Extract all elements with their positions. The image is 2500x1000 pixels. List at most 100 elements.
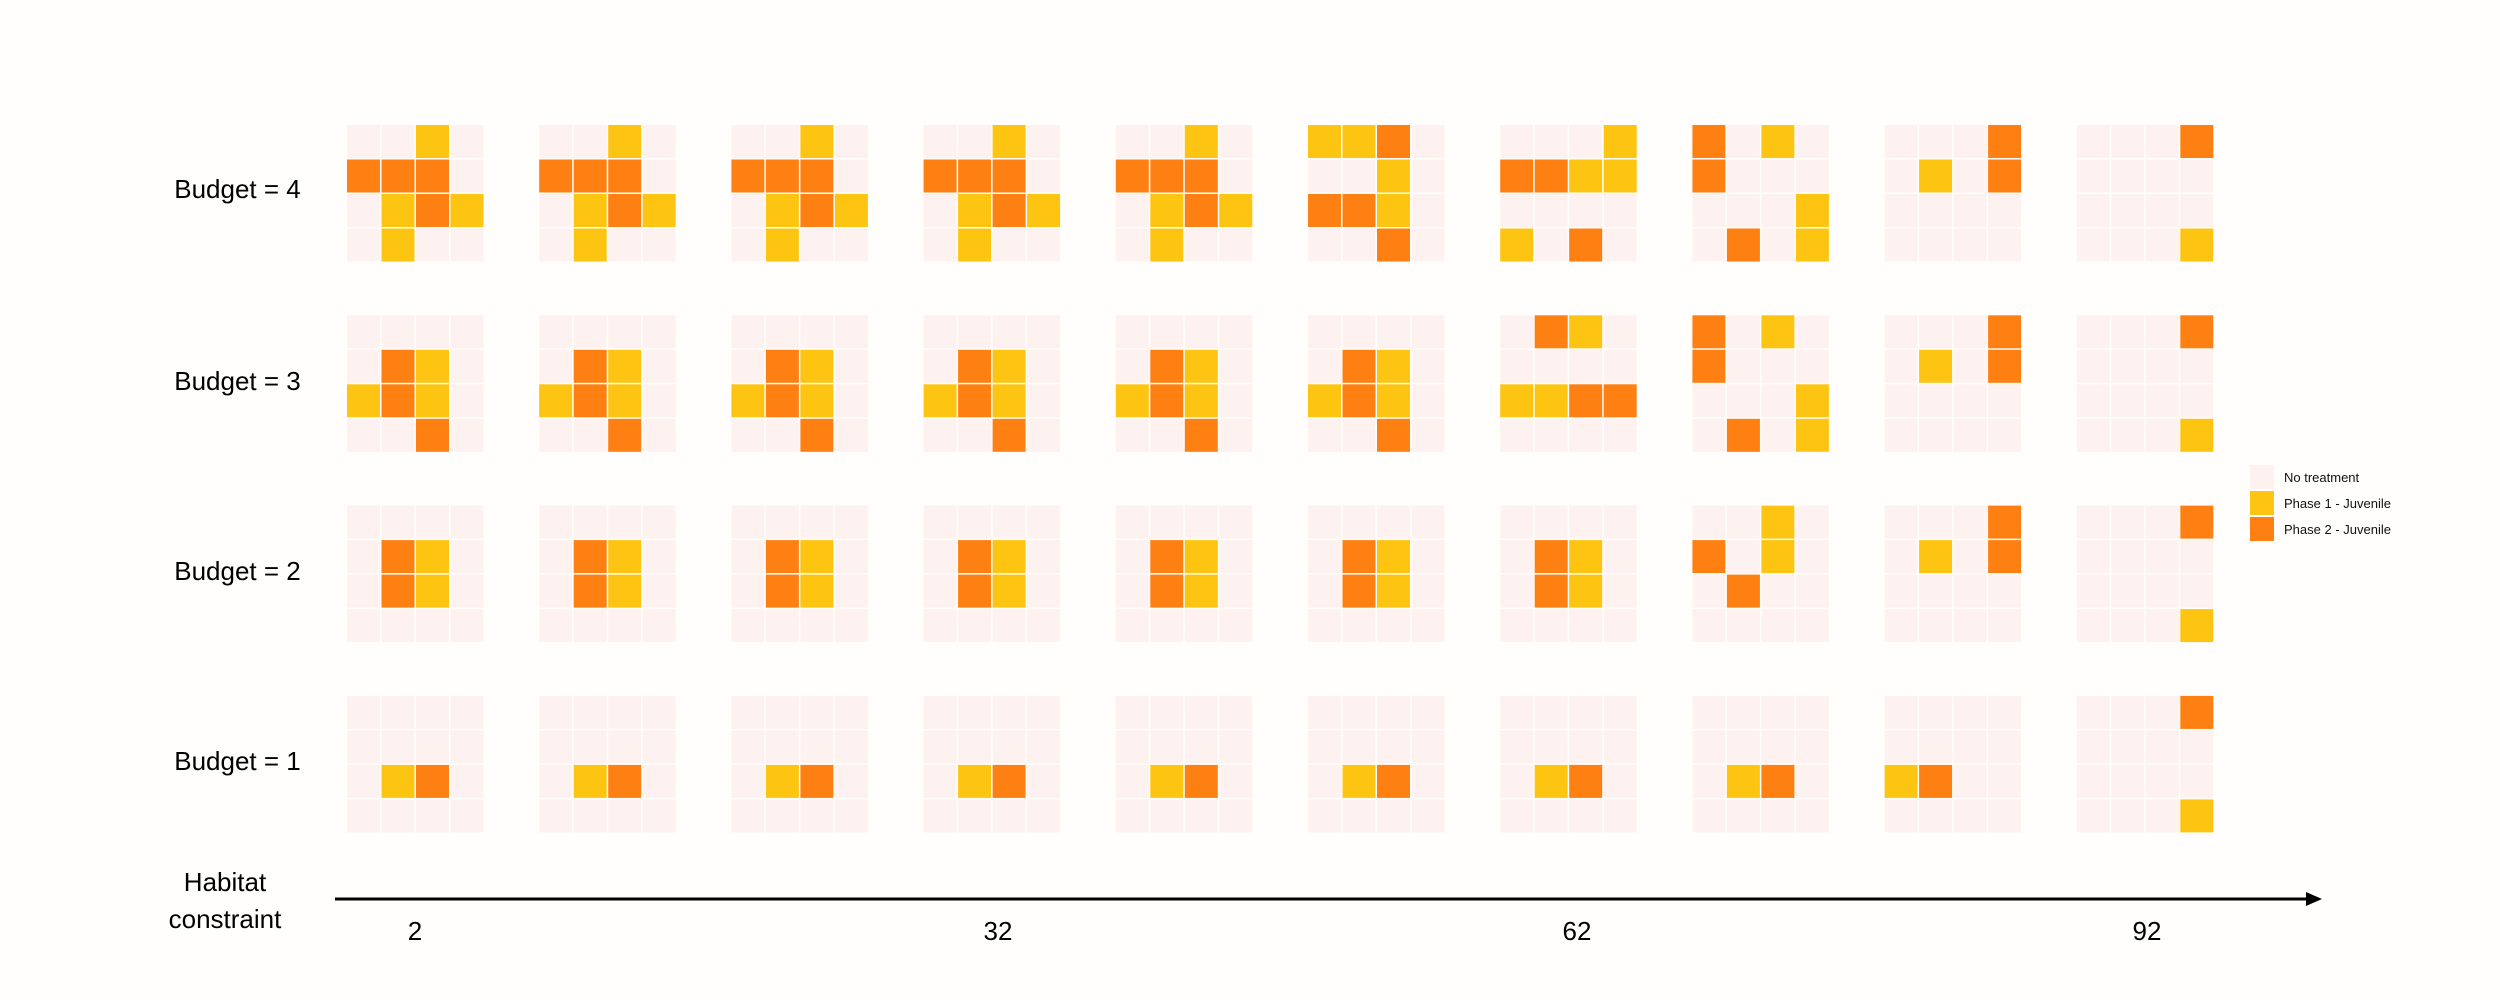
axis-tick-label: 92 [2132,916,2162,946]
grid-cell [1411,384,1445,418]
grid-cell [2111,228,2145,262]
grid-cell [1988,695,2022,729]
grid-cell [608,574,642,608]
grid-cell [573,228,607,262]
grid-cell [1500,315,1534,349]
grid-cell [2076,349,2110,383]
grid-cell [642,418,676,452]
grid-cell [1795,695,1829,729]
grid-cell [1919,418,1953,452]
treatment-grid [731,505,868,643]
grid-cell [765,125,799,158]
grid-cell [800,125,834,158]
grid-cell [1377,574,1410,608]
grid-cell [800,609,834,643]
grid-cell [347,418,380,452]
grid-cell [1308,730,1341,764]
grid-cell [923,695,957,729]
grid-cell [642,764,676,798]
treatment-grid [539,695,676,833]
grid-cell [1219,315,1253,349]
grid-cell [1726,349,1760,383]
grid-cell [1150,799,1184,833]
grid-cell [450,384,484,418]
grid-cell [573,695,607,729]
treatment-grid [347,695,484,833]
grid-cell [958,799,992,833]
grid-cell [1150,540,1184,574]
grid-cell [2180,125,2214,158]
grid-cell [1603,730,1637,764]
grid-cell [1219,695,1253,729]
grid-cell [1534,730,1568,764]
grid-cell [1761,505,1795,539]
grid-cell [608,418,642,452]
grid-cell [992,384,1026,418]
grid-cell [642,194,676,227]
grid-cell [1569,730,1603,764]
grid-cell [1919,159,1953,193]
grid-cell [834,418,868,452]
grid-cell [1569,194,1603,227]
grid-cell [1115,764,1149,798]
grid-cell [1500,799,1534,833]
legend-item-phase-1: Phase 1 - Juvenile [2250,490,2391,516]
grid-cell [923,315,957,349]
grid-cell [992,315,1026,349]
grid-cell [450,159,484,193]
grid-cell [1411,418,1445,452]
grid-cell [1569,125,1603,158]
grid-cell [958,764,992,798]
grid-cell [1988,540,2022,574]
grid-cell [1377,799,1410,833]
grid-cell [1308,540,1341,574]
grid-cell [1603,159,1637,193]
grid-cell [992,349,1026,383]
grid-cell [1692,695,1726,729]
grid-cell [834,315,868,349]
row-label-budget-4: Budget = 4 [174,174,301,204]
grid-cell [1692,799,1726,833]
grid-cell [608,609,642,643]
grid-cell [1342,609,1376,643]
grid-cell [1692,125,1726,158]
grid-cell [1692,194,1726,227]
grid-cell [1795,540,1829,574]
grid-cell [800,349,834,383]
grid-cell [2180,159,2214,193]
grid-cell [1219,505,1253,539]
grid-cell [1726,194,1760,227]
grid-cell [1953,315,1987,349]
grid-cell [539,764,573,798]
grid-cell [1569,505,1603,539]
grid-cell [1884,418,1918,452]
grid-cell [1884,159,1918,193]
grid-cell [2180,418,2214,452]
grid-cell [1115,540,1149,574]
grid-cell [381,764,415,798]
grid-cell [1761,125,1795,158]
grid-cell [1692,159,1726,193]
grid-cell [1027,228,1061,262]
grid-cell [1884,730,1918,764]
grid-cell [2145,695,2179,729]
grid-cell [1761,418,1795,452]
grid-cell [416,349,449,383]
grid-cell [1569,159,1603,193]
treatment-grid [1115,125,1253,262]
grid-cell [1534,764,1568,798]
grid-cell [642,574,676,608]
grid-cell [1603,315,1637,349]
grid-cell [1761,609,1795,643]
grid-cell [2180,349,2214,383]
grid-cell [1184,159,1218,193]
grid-cell [1884,384,1918,418]
grid-cell [1919,730,1953,764]
grid-cell [765,349,799,383]
grid-cell [347,574,380,608]
grid-cell [765,540,799,574]
grid-cell [923,159,957,193]
grid-cell [2111,125,2145,158]
grid-cell [1115,799,1149,833]
grid-cell [1115,574,1149,608]
